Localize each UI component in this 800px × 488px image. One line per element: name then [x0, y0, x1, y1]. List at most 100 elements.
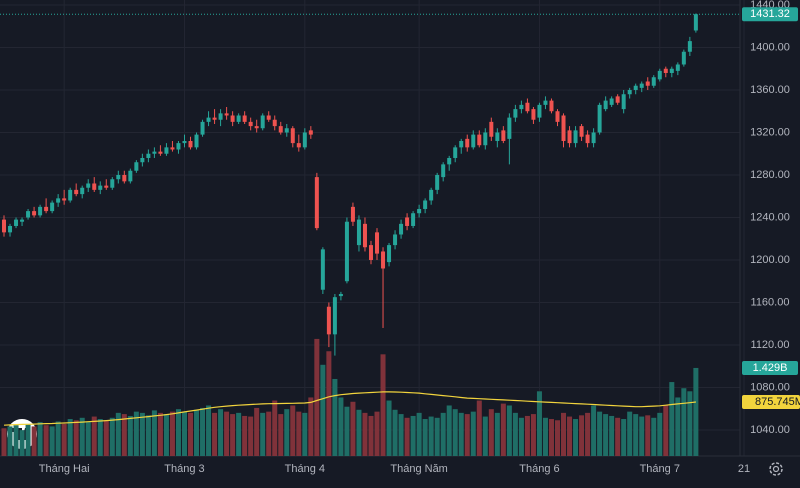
candle-body: [212, 117, 217, 120]
candle-body: [344, 221, 349, 282]
candle-body: [489, 121, 494, 137]
candle-body: [399, 223, 404, 235]
candle-body: [657, 70, 662, 80]
y-tick-label: 1440.00: [750, 0, 790, 11]
volume-bar: [669, 382, 675, 456]
volume-bar: [13, 425, 19, 456]
candle-body: [320, 249, 325, 290]
volume-bar: [121, 414, 127, 456]
candle-body: [50, 202, 55, 212]
volume-bar: [284, 409, 290, 456]
candle-body: [393, 234, 398, 246]
volume-bar: [350, 401, 356, 456]
volume-bar: [422, 419, 428, 456]
candle-body: [579, 126, 584, 137]
volume-bar: [374, 411, 380, 456]
volume-bar: [43, 425, 49, 456]
volume-bar: [585, 412, 591, 456]
volume-bar: [266, 411, 272, 456]
volume-bar: [338, 397, 344, 456]
volume-bar: [314, 338, 320, 456]
volume-bar: [1, 428, 7, 456]
candle-body: [86, 183, 91, 188]
candle-body: [387, 245, 392, 263]
volume-bar: [452, 409, 458, 456]
candle-body: [296, 143, 301, 148]
volume-bar: [356, 409, 362, 456]
candle-body: [170, 147, 175, 150]
candle-body: [471, 134, 476, 148]
candle-body: [381, 251, 386, 269]
volume-bar: [392, 409, 398, 456]
y-tick-label: 1280.00: [750, 169, 790, 181]
volume-bar: [31, 426, 37, 456]
volume-bar: [609, 415, 615, 456]
volume-bar: [194, 409, 200, 456]
candle-body: [501, 130, 506, 141]
candle-body: [483, 132, 488, 146]
settings-icon[interactable]: [769, 462, 783, 476]
volume-bar: [663, 405, 669, 456]
volume-bar: [37, 422, 43, 456]
volume-bar: [416, 412, 422, 456]
y-tick-label: 1160.00: [751, 296, 790, 308]
volume-bar: [236, 412, 242, 456]
candle-body: [2, 219, 6, 233]
candle-body: [116, 174, 121, 180]
candle-body: [32, 211, 37, 216]
candle-body: [164, 147, 169, 154]
candle-body: [20, 219, 25, 222]
y-tick-label: 1080.00: [750, 381, 790, 393]
volume-bar: [127, 415, 133, 456]
candle-body: [266, 115, 271, 120]
volume-bar: [368, 415, 374, 456]
candle-body: [609, 98, 614, 105]
candle-body: [62, 198, 67, 201]
gear-outer[interactable]: [769, 462, 783, 476]
candle-body: [669, 68, 674, 73]
x-tick-label: Tháng 7: [640, 463, 680, 475]
volume-bar: [91, 416, 97, 456]
volume-bar: [518, 417, 524, 456]
candle-body: [681, 51, 686, 65]
x-tick-label: Tháng 6: [519, 463, 559, 475]
volume-bar: [386, 400, 392, 456]
volume-bar: [464, 414, 470, 456]
volume-bar: [591, 405, 597, 456]
candle-body: [585, 134, 590, 144]
volume-bar: [506, 405, 512, 456]
candle-body: [308, 130, 313, 135]
volume-bar: [488, 409, 494, 456]
volume-bar: [651, 417, 657, 456]
candle-body: [507, 117, 512, 139]
volume-bar: [115, 412, 121, 456]
y-tick-label: 1120.00: [751, 339, 790, 351]
candle-body: [350, 206, 355, 222]
volume-bar: [633, 414, 639, 456]
candle-body: [26, 211, 31, 218]
volume-bar: [97, 419, 103, 456]
candle-body: [368, 245, 373, 260]
volume-bar: [554, 420, 561, 456]
volume-bar: [248, 416, 254, 456]
candle-body: [182, 140, 187, 144]
candle-body: [326, 306, 331, 335]
last-price-label: 1431.32: [750, 8, 790, 20]
candle-body: [158, 151, 163, 154]
candle-body: [38, 206, 43, 216]
volume-bar: [404, 417, 410, 456]
last-price-box: [742, 7, 798, 22]
candle-body: [146, 153, 151, 158]
volume-ma-label: 875.745M: [755, 396, 800, 408]
y-tick-label: 1320.00: [750, 126, 790, 138]
volume-bar: [621, 419, 627, 456]
volume-bar: [85, 421, 91, 456]
candle-body: [519, 104, 524, 110]
candle-body: [128, 170, 133, 182]
volume-bar: [169, 411, 175, 456]
x-tick-label: 21: [738, 463, 750, 475]
candle-body: [663, 68, 668, 73]
candle-body: [92, 183, 97, 190]
volume-bar: [597, 411, 603, 456]
